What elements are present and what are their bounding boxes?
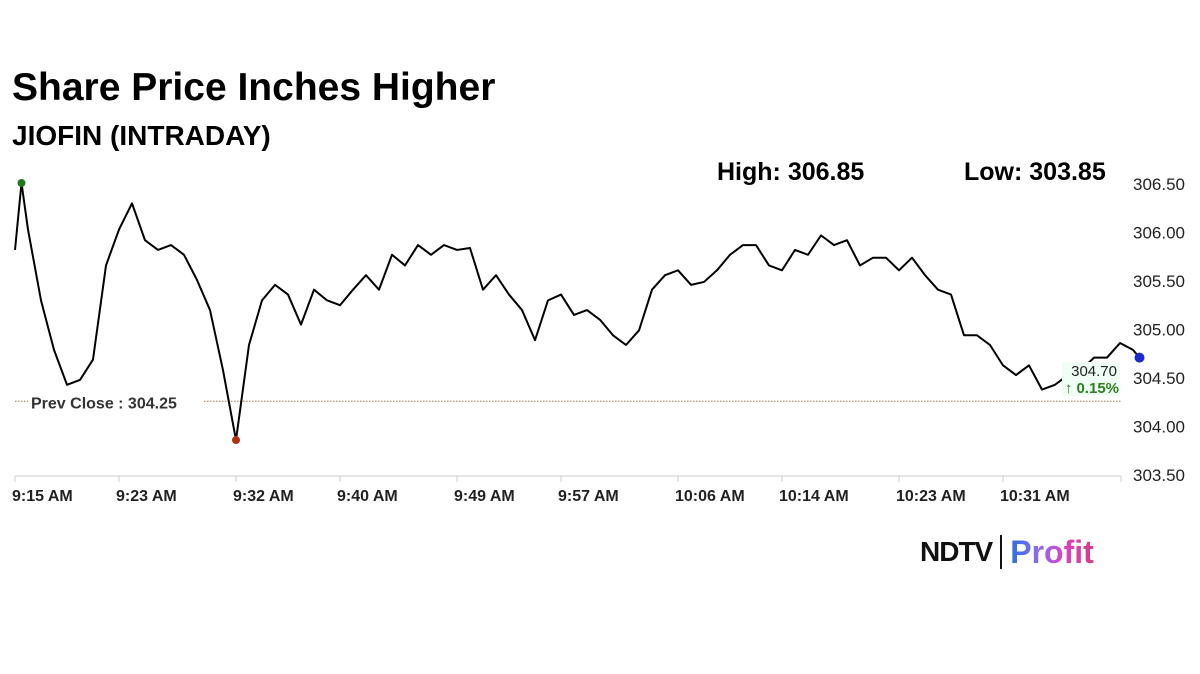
logo-profit: Profit [1010,533,1094,570]
low-point-marker [232,436,240,445]
x-tick-label: 9:57 AM [558,488,619,505]
ndtv-profit-logo: NDTV Profit [920,532,1094,572]
last-point-marker [1134,352,1145,363]
last-change-label: ↑ 0.15% [1065,380,1119,397]
x-tick-label: 9:49 AM [454,488,515,505]
y-tick-label: 306.50 [1133,175,1185,194]
prev-close-label: Prev Close : 304.25 [31,395,177,412]
y-tick-label: 305.00 [1133,321,1185,340]
y-tick-label: 305.50 [1133,272,1185,291]
x-tick-label: 9:32 AM [233,488,294,505]
y-tick-label: 304.00 [1133,418,1185,437]
logo-divider [1000,535,1003,569]
low-label: Low: 303.85 [964,158,1106,186]
chart-title: Share Price Inches Higher [12,66,496,109]
y-tick-label: 303.50 [1133,466,1185,485]
y-tick-label: 306.00 [1133,224,1185,243]
high-label: High: 306.85 [717,158,865,186]
x-tick-label: 9:23 AM [116,488,177,505]
last-price-label-bg [1062,362,1120,396]
x-tick-label: 10:23 AM [896,488,966,505]
logo-ndtv: NDTV [920,536,993,567]
y-tick-label: 304.50 [1133,369,1185,388]
high-point-marker [17,179,26,187]
x-tick-label: 10:14 AM [779,488,849,505]
prev-close-label-bg [28,389,204,412]
x-tick-label: 9:15 AM [12,488,73,505]
last-price-label: 304.70 [1071,363,1117,380]
chart-subtitle: JIOFIN (INTRADAY) [12,120,271,151]
x-tick-label: 10:31 AM [1000,488,1070,505]
x-tick-label: 10:06 AM [675,488,745,505]
x-tick-label: 9:40 AM [337,488,398,505]
price-line [14,182,1141,442]
